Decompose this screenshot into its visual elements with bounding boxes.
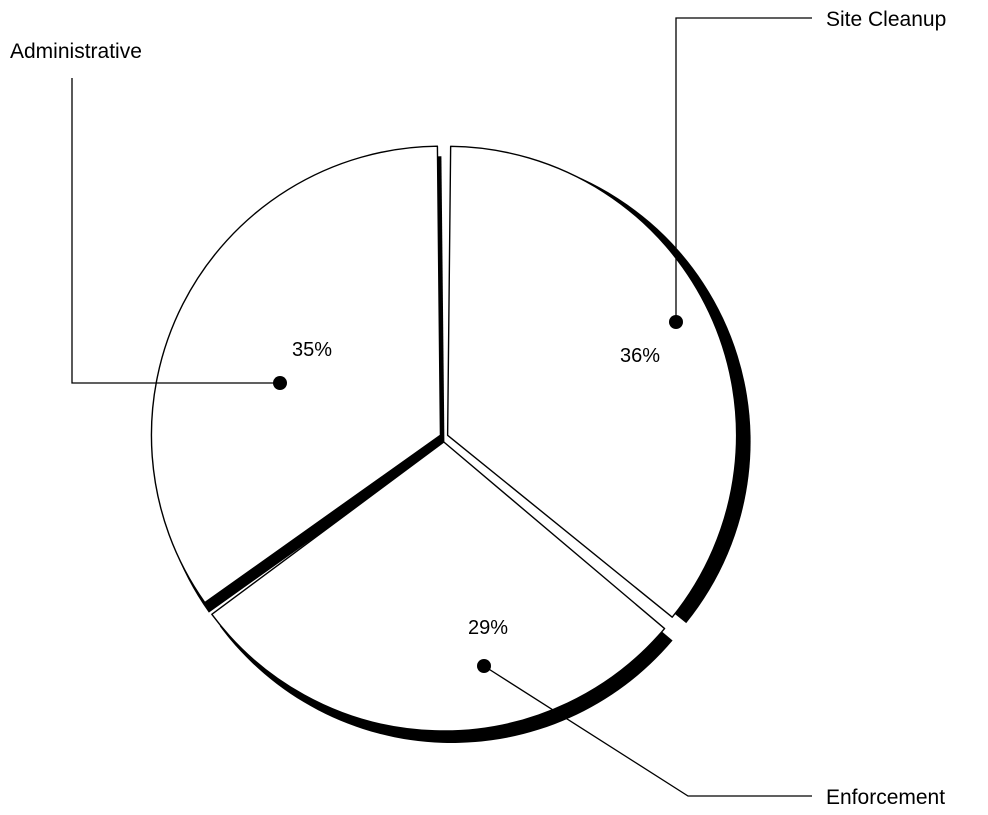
leader-line-administrative	[71, 78, 280, 384]
leader-line-site-cleanup	[675, 17, 812, 322]
pie-slice-site-cleanup	[446, 145, 738, 618]
percent-label-site-cleanup: 36%	[620, 345, 660, 367]
callout-dot-enforcement	[477, 659, 491, 673]
pie-slice-enforcement	[211, 441, 666, 732]
percent-label-enforcement: 29%	[468, 617, 508, 639]
callout-dot-site-cleanup	[669, 315, 683, 329]
pie-slice-administrative	[150, 145, 442, 604]
percent-label-administrative: 35%	[292, 339, 332, 361]
text-layer: Site Cleanup 36% Enforcement 29% Administrat…	[10, 8, 946, 809]
category-label-site-cleanup: Site Cleanup	[826, 8, 946, 31]
wedge-layer	[150, 145, 738, 732]
category-label-administrative: Administrative	[10, 40, 142, 63]
callout-dot-administrative	[273, 376, 287, 390]
category-label-enforcement: Enforcement	[826, 786, 945, 809]
leader-line-enforcement	[483, 665, 812, 797]
leader-layer	[71, 17, 812, 797]
